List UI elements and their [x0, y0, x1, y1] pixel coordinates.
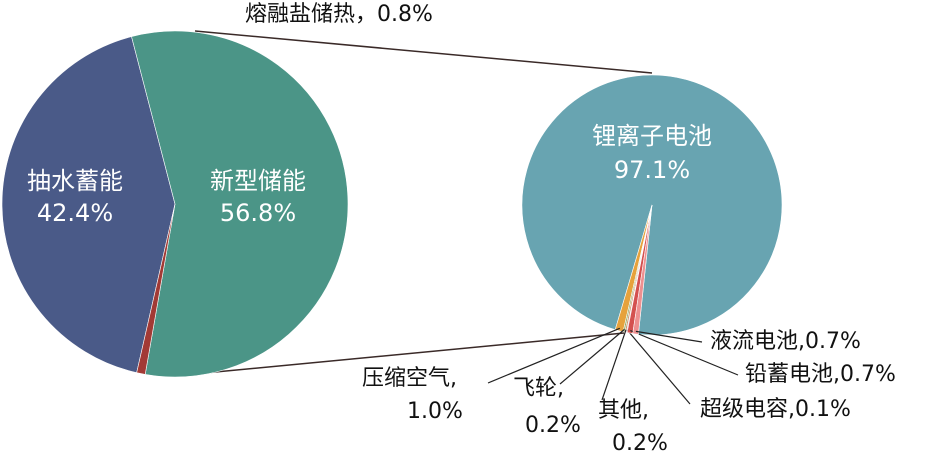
pie-slice: [521, 74, 783, 336]
leader-line: [626, 329, 691, 405]
pie-slice: [1, 36, 176, 374]
value-label: 1.0%: [407, 399, 463, 424]
label-separator: ,: [642, 398, 649, 423]
category-label: 飞轮: [513, 376, 557, 401]
value-label: 42.4%: [37, 199, 113, 227]
category-label: 铅蓄电池: [745, 362, 833, 387]
leader-line: [559, 328, 625, 385]
slice-label: 超级电容,0.1%: [700, 397, 851, 422]
label-separator: ，: [355, 2, 377, 27]
value-label: 0.2%: [612, 431, 668, 456]
leader-line: [630, 329, 739, 376]
value-label: 0.2%: [525, 413, 581, 438]
label-separator: ,: [788, 397, 795, 422]
slice-label: 液流电池,0.7%: [710, 329, 861, 354]
category-label: 压缩空气: [362, 366, 450, 391]
connector-line: [204, 332, 625, 374]
leader-line: [487, 327, 621, 384]
leader-line: [635, 330, 703, 343]
slice-label: 熔融盐储热，0.8%: [245, 2, 433, 27]
value-label: 0.7%: [840, 362, 896, 387]
slice-label: 飞轮,: [513, 376, 564, 401]
label-separator: ,: [798, 329, 805, 354]
value-label: 97.1%: [614, 156, 690, 184]
slice-label: 铅蓄电池,0.7%: [745, 362, 896, 387]
label-separator: ,: [557, 376, 564, 401]
value-label: 56.8%: [220, 199, 296, 227]
leader-line: [601, 329, 627, 401]
category-label: 液流电池: [710, 329, 798, 354]
value-label: 0.7%: [805, 329, 861, 354]
slice-label: 其他,: [598, 398, 649, 423]
slice-label: 锂离子电池: [592, 122, 712, 150]
slice-label: 新型储能: [210, 167, 306, 195]
category-label: 其他: [598, 398, 642, 423]
value-label: 0.1%: [795, 397, 851, 422]
connector-line: [194, 30, 653, 74]
pie-slice: [131, 30, 349, 378]
label-separator: ,: [833, 362, 840, 387]
label-separator: ,: [450, 366, 457, 391]
value-label: 0.8%: [377, 2, 433, 27]
category-label: 超级电容: [700, 397, 788, 422]
pie-slice: [136, 203, 176, 375]
slice-label: 抽水蓄能: [27, 167, 123, 195]
slice-label: 压缩空气,: [362, 366, 457, 391]
pie-slice: [632, 204, 653, 335]
category-label: 熔融盐储热: [245, 2, 355, 27]
